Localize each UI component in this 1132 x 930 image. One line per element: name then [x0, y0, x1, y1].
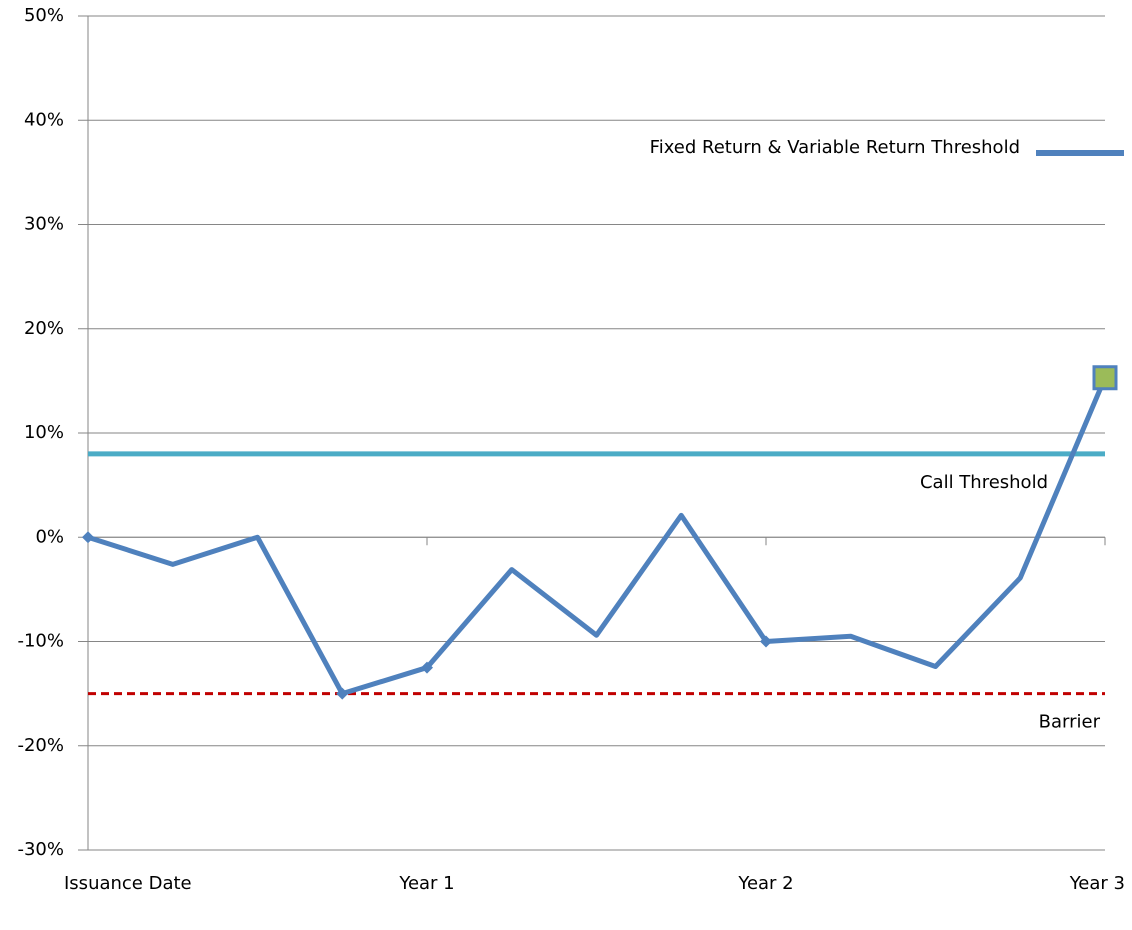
point-marker: [760, 635, 772, 648]
y-tick-label: 30%: [24, 214, 64, 235]
legend-label: Fixed Return & Variable Return Threshold: [650, 137, 1020, 158]
x-tick-label: Year 3: [1069, 873, 1125, 894]
reference-label: Barrier: [1039, 712, 1101, 733]
y-tick-label: -20%: [17, 735, 64, 756]
y-tick-label: 20%: [24, 318, 64, 339]
point-marker: [82, 531, 94, 544]
x-tick-label: Year 1: [398, 873, 454, 894]
y-tick-label: -30%: [17, 839, 64, 860]
y-tick-label: -10%: [17, 631, 64, 652]
end-marker: [1092, 365, 1118, 391]
y-tick-label: 50%: [24, 5, 64, 26]
x-tick-label: Issuance Date: [64, 873, 192, 894]
data-line: [87, 376, 1108, 697]
y-tick-label: 40%: [24, 109, 64, 130]
y-tick-label: 10%: [24, 422, 64, 443]
x-tick-label: Year 2: [737, 873, 793, 894]
reference-label: Call Threshold: [920, 472, 1048, 493]
y-tick-label: 0%: [35, 526, 64, 547]
point-marker: [336, 687, 349, 700]
point-marker: [421, 661, 433, 674]
